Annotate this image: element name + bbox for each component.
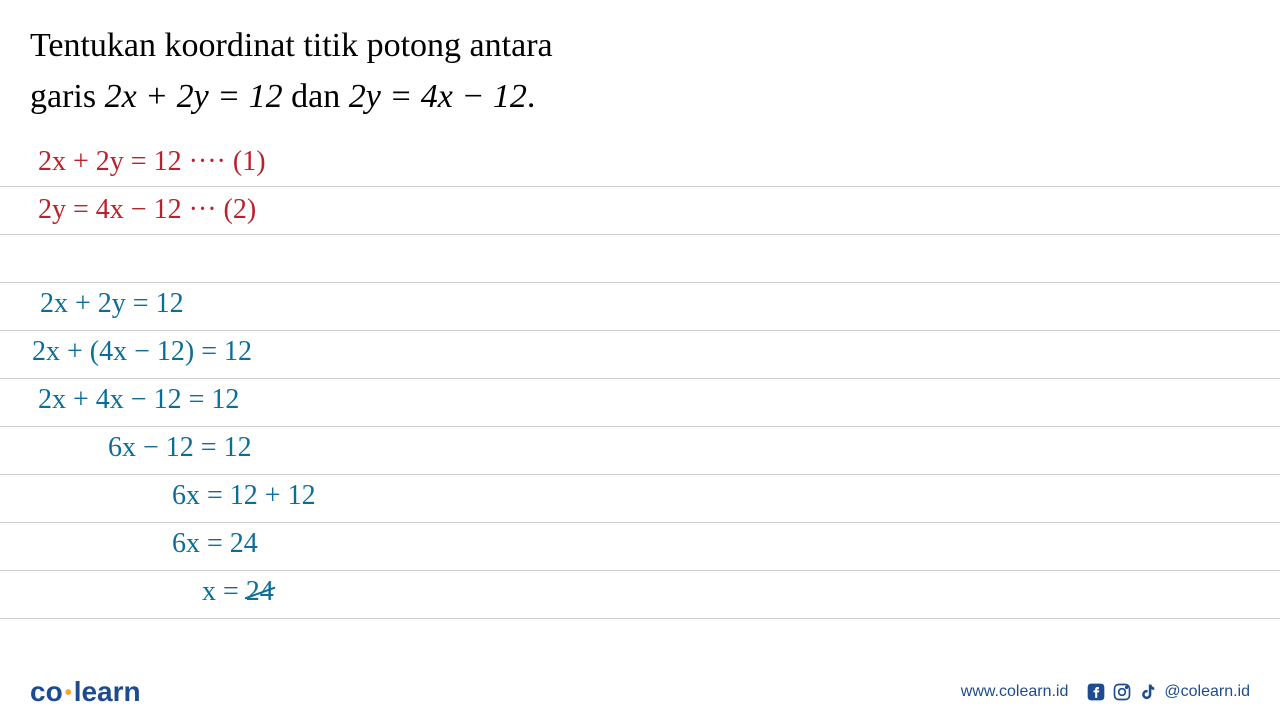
logo-part2: learn — [74, 676, 141, 707]
work-step: 6x = 24 — [172, 530, 258, 558]
problem-line2-mid: dan — [283, 78, 349, 115]
tiktok-icon — [1138, 682, 1158, 702]
work-step: 2x + 2y = 12 — [40, 290, 184, 318]
ruled-line — [0, 330, 1280, 331]
brand-logo: co•learn — [30, 676, 141, 708]
social-handle: @colearn.id — [1164, 683, 1250, 701]
ruled-line — [0, 378, 1280, 379]
problem-line1: Tentukan koordinat titik potong antara — [30, 27, 553, 64]
work-step: 2x + 4x − 12 = 12 — [38, 386, 239, 414]
website-url: www.colearn.id — [961, 683, 1069, 701]
ruled-line — [0, 234, 1280, 235]
work-step: 2x + (4x − 12) = 12 — [32, 338, 252, 366]
footer-right: www.colearn.id @colearn.id — [961, 682, 1250, 702]
problem-line2-suffix: . — [527, 78, 536, 115]
logo-part1: co — [30, 676, 63, 707]
logo-dot-icon: • — [65, 682, 72, 704]
footer: co•learn www.colearn.id @colearn.id — [30, 676, 1250, 708]
problem-eq2: 2y = 4x − 12 — [349, 78, 527, 115]
work-step: 6x − 12 = 12 — [108, 434, 252, 462]
struck-value: 24 — [246, 576, 274, 607]
ruled-line — [0, 426, 1280, 427]
ruled-line — [0, 282, 1280, 283]
work-step: x = 24 — [202, 578, 274, 606]
work-area: 2x + 2y = 12 ···· (1) 2y = 4x − 12 ··· (2… — [0, 140, 1280, 660]
ruled-line — [0, 186, 1280, 187]
ruled-line — [0, 522, 1280, 523]
facebook-icon — [1086, 682, 1106, 702]
ruled-line — [0, 474, 1280, 475]
instagram-icon — [1112, 682, 1132, 702]
problem-statement: Tentukan koordinat titik potong antara g… — [30, 20, 1250, 122]
ruled-line — [0, 618, 1280, 619]
social-icons: @colearn.id — [1086, 682, 1250, 702]
problem-eq1: 2x + 2y = 12 — [105, 78, 283, 115]
problem-line2-prefix: garis — [30, 78, 105, 115]
equation-line: 2x + 2y = 12 ···· (1) — [38, 148, 266, 176]
equation-line: 2y = 4x − 12 ··· (2) — [38, 196, 256, 224]
ruled-line — [0, 570, 1280, 571]
work-step: 6x = 12 + 12 — [172, 482, 316, 510]
